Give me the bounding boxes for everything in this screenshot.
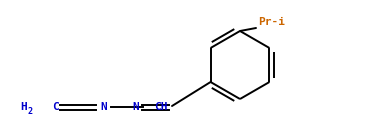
Text: N: N [101,102,107,112]
Text: N: N [133,102,139,112]
Text: Pr-i: Pr-i [258,17,285,27]
Text: 2: 2 [28,106,33,115]
Text: C: C [52,102,59,112]
Text: H: H [20,102,27,112]
Text: CH: CH [155,102,168,112]
